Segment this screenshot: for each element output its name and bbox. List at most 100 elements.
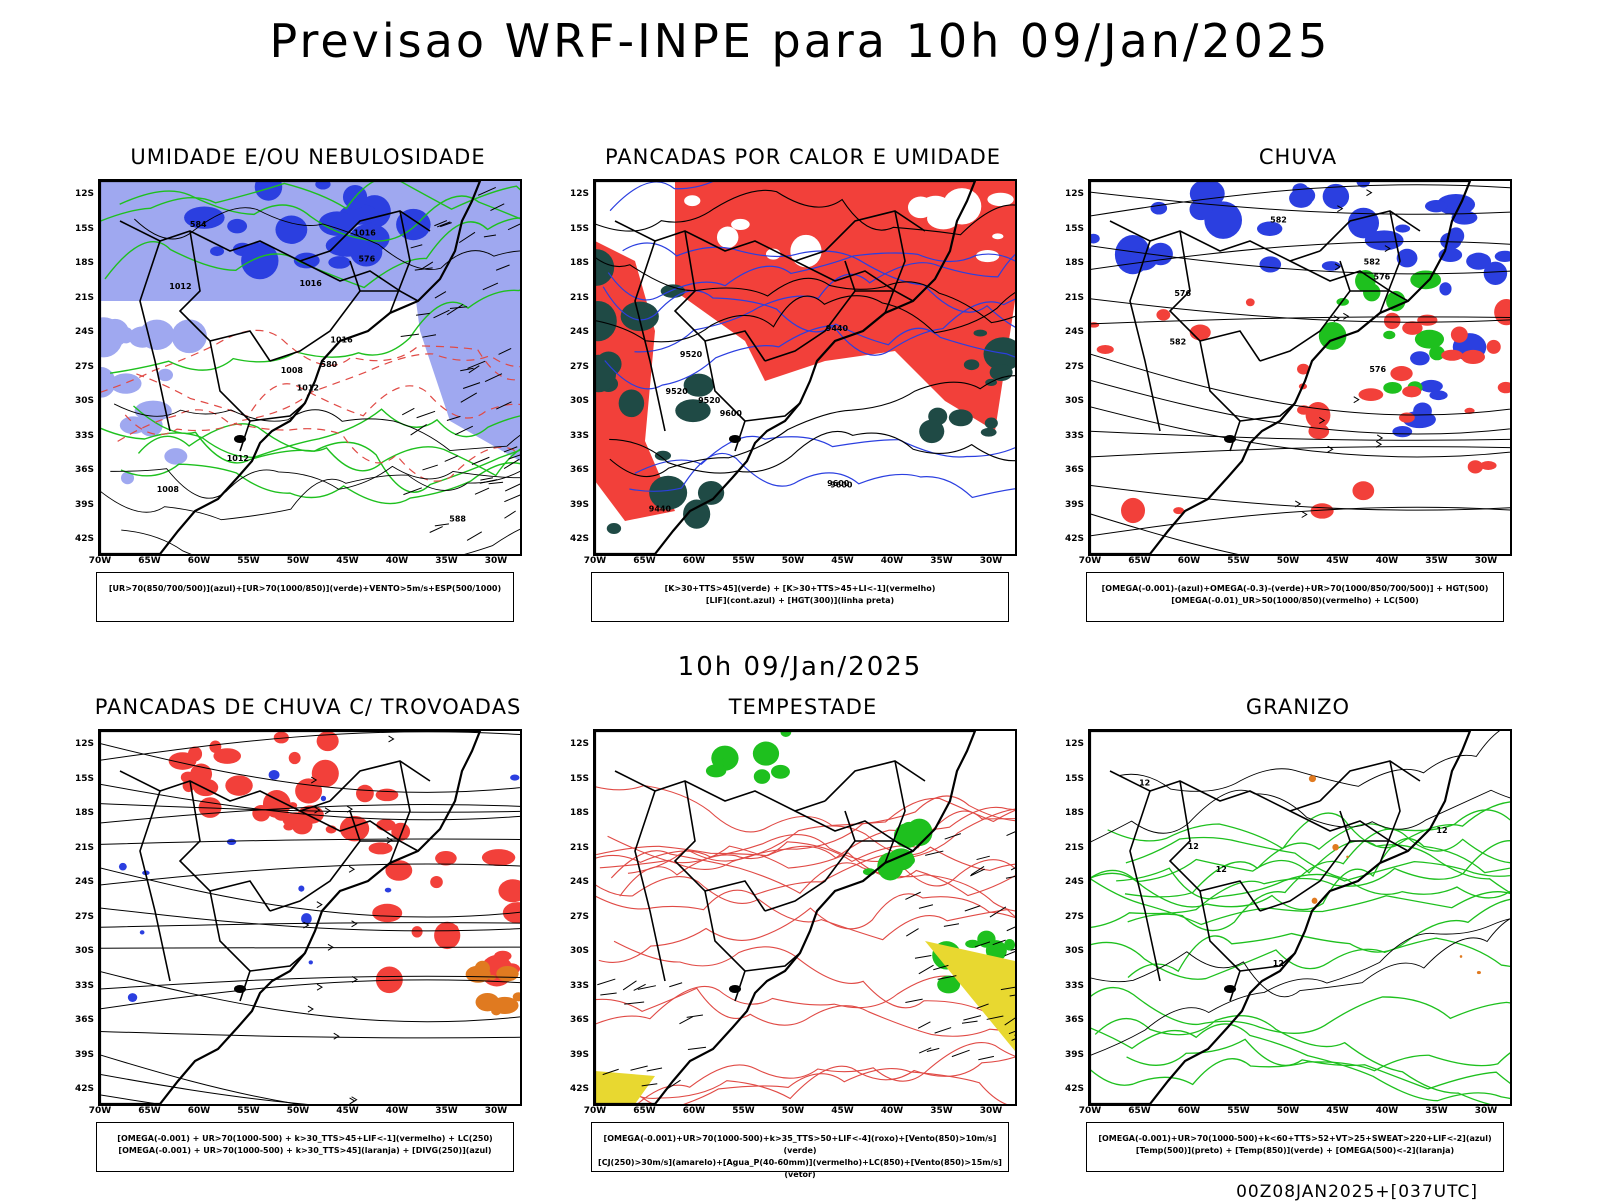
temperature-850-contour (1090, 986, 1510, 1034)
wind-green-blob (705, 764, 727, 778)
temperature-850-contour (1090, 840, 1510, 894)
contour-label: 12 (1216, 865, 1227, 874)
height-contour (595, 292, 1015, 343)
geopotential-contour (1090, 484, 1510, 511)
country-border (855, 840, 914, 852)
omega-blue-blob (1395, 224, 1411, 233)
water-contour (610, 850, 1015, 912)
latitude-label: 30S (569, 396, 589, 406)
country-border (704, 340, 746, 452)
omega-blue-blob (1259, 256, 1282, 273)
legend-line: [OMEGA(-0.001)+UR>70(1000-500)+k>35_TTS>… (603, 1134, 997, 1155)
thickness-contour (136, 373, 520, 419)
geopotential-contour (1090, 506, 1510, 537)
latitude-label: 12S (569, 739, 589, 749)
divergence-contour (118, 862, 127, 871)
temperature-850-contour (1090, 1052, 1510, 1086)
wind-vector (917, 1021, 931, 1029)
wind-vector (622, 980, 637, 991)
omega-red-blob (1297, 363, 1310, 375)
wind-vector (970, 868, 985, 877)
temperature-850-contour (1127, 828, 1510, 932)
omega-blue-blob (1150, 201, 1168, 215)
omega-blue-blob (1204, 201, 1243, 239)
divergence-contour (226, 838, 237, 846)
streamline-arrow (1376, 434, 1384, 442)
map-svg: 582 582 576 576 576 582 (1090, 181, 1510, 554)
omega-red-blob (1417, 314, 1438, 326)
instability-blob (683, 499, 711, 529)
omega-red-blob (1494, 298, 1510, 326)
latitude-label: 12S (74, 189, 94, 199)
longitude-label: 40W (385, 556, 409, 566)
longitude-label: 60W (187, 1106, 211, 1116)
latitude-label: 27S (1064, 361, 1084, 372)
divergence-contour (139, 930, 145, 935)
omega-orange-blob (1459, 955, 1463, 958)
thunder-red-blob (498, 879, 520, 903)
wind-vector (462, 382, 481, 390)
longitude-label: 70W (1078, 1106, 1102, 1116)
streamline-arrow (1327, 445, 1334, 453)
omega-red-blob (1497, 381, 1510, 394)
wind-vector (504, 483, 520, 492)
lagoon (729, 435, 741, 443)
convection-area (595, 241, 675, 521)
country-border (360, 290, 419, 302)
wind-vector (484, 373, 503, 383)
country-border (1319, 760, 1421, 802)
panel-title: PANCADAS DE CHUVA C/ TROVOADAS (94, 695, 522, 719)
latitude-label: 36S (569, 465, 589, 475)
longitude-label: 35W (1425, 556, 1448, 566)
latitude-label: 33S (74, 980, 94, 991)
instability-blob (980, 427, 997, 437)
latitude-label: 39S (74, 499, 94, 510)
temperature-850-contour (1124, 809, 1510, 898)
humidity-high-blob (275, 215, 308, 244)
panel-title: UMIDADE E/OU NEBULOSIDADE (130, 145, 486, 169)
streamline (100, 731, 520, 761)
wind-green-blob (937, 975, 961, 994)
map-svg (100, 731, 520, 1104)
temperature-850-contour (1125, 836, 1510, 899)
streamline-arrow (351, 920, 358, 928)
wind-vector (479, 479, 498, 484)
humidity-upper-blob (171, 319, 207, 354)
streamline (100, 907, 520, 932)
humidity-upper-blob (110, 373, 142, 394)
streamline-arrow (324, 807, 332, 815)
country-border (614, 770, 826, 812)
streamline (100, 979, 520, 1010)
legend-line: [Temp(500)](preto) + [Temp(850)](verde) … (1135, 1146, 1455, 1155)
longitude-label: 65W (1128, 556, 1151, 566)
lifted-index-contour (622, 242, 1015, 328)
longitude-label: 50W (286, 556, 310, 566)
streamline-arrow (316, 983, 323, 991)
latitude-label: 39S (1064, 499, 1084, 510)
latitude-label: 18S (1064, 808, 1084, 818)
contour-label: 576 (1369, 365, 1386, 374)
wind-green-blob (902, 854, 915, 866)
wind-vector (933, 964, 949, 971)
temperature-500-contour (1090, 789, 1510, 843)
contour-label: 582 (1169, 338, 1186, 347)
omega-red-blob (1402, 385, 1422, 398)
geopotential-contour (1090, 513, 1239, 554)
thunder-orange-blob (512, 992, 520, 1002)
latitude-label: 21S (569, 842, 589, 853)
wind-vector (1008, 1030, 1015, 1035)
pressure-contour (134, 207, 520, 270)
wind-vector (401, 407, 415, 416)
wind-vector (503, 458, 520, 469)
temperature-850-contour (1126, 1038, 1510, 1090)
latitude-label: 24S (569, 327, 589, 337)
map-svg: 1012 1012 1008 1008 1016 1012 1016 1016 576 580 58… (100, 181, 520, 554)
wind-vector (403, 487, 423, 496)
country-border (794, 810, 896, 842)
thunder-red-blob (209, 740, 222, 753)
streamline-arrow (310, 776, 318, 784)
country-border (744, 952, 801, 972)
wind-vector (498, 347, 512, 355)
humidity-high-blob (318, 211, 356, 236)
panel-title: TEMPESTADE (728, 695, 878, 719)
